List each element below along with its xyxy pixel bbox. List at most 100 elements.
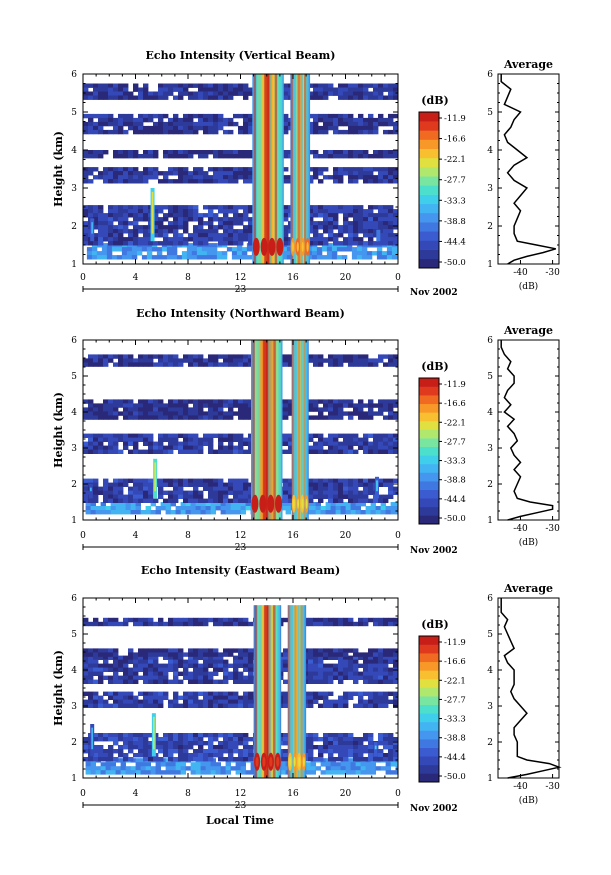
layer-cell [136, 247, 143, 252]
layer-cell [158, 482, 164, 487]
layer-cell [123, 411, 129, 416]
layer-cell [383, 217, 389, 222]
layer-cell [83, 478, 89, 483]
layer-cell [103, 652, 109, 657]
layer-cell [378, 87, 384, 92]
layer-cell [313, 91, 319, 96]
layer-cell [333, 117, 339, 123]
layer-cell [358, 749, 364, 754]
layer-cell [86, 251, 93, 256]
layer-cell [308, 354, 314, 359]
layer-cell [330, 510, 336, 515]
layer-cell [398, 652, 403, 656]
layer-cell [143, 494, 149, 499]
layer-cell [93, 498, 99, 503]
layer-cell [203, 691, 209, 696]
layer-cell [311, 251, 318, 256]
layer-cell [323, 490, 329, 495]
layer-cell [313, 125, 319, 131]
layer-cell [113, 741, 119, 746]
layer-cell [360, 502, 366, 507]
layer-cell [343, 486, 349, 491]
layer-cell [143, 229, 149, 234]
layer-cell [373, 83, 379, 88]
layer-cell [283, 150, 289, 155]
layer-cell [93, 486, 99, 491]
layer-cell [335, 770, 341, 775]
layer-cell [128, 433, 134, 438]
layer-cell [243, 225, 249, 230]
layer-cell [83, 699, 89, 704]
layer-cell [283, 415, 289, 420]
layer-cell [113, 445, 119, 450]
layer-cell [333, 217, 339, 222]
colorbar-tick-label: -11.9 [444, 380, 466, 390]
layer-cell [223, 225, 229, 230]
layer-cell [320, 510, 326, 515]
layer-cell [343, 445, 349, 450]
layer-cell [138, 171, 144, 176]
layer-cell [233, 433, 239, 438]
layer-cell [363, 154, 369, 159]
layer-cell [133, 737, 139, 742]
layer-cell [98, 411, 104, 416]
layer-cell [388, 83, 394, 88]
layer-cell [248, 490, 254, 495]
layer-cell [133, 415, 139, 420]
layer-cell [328, 621, 334, 627]
layer-cell [193, 113, 199, 119]
layer-cell [333, 741, 339, 746]
layer-cell [83, 449, 89, 454]
layer-cell [398, 479, 403, 483]
layer-cell [283, 358, 289, 363]
layer-cell [328, 233, 334, 238]
layer-cell [178, 745, 184, 750]
layer-cell [381, 251, 388, 256]
layer-cell [178, 648, 184, 653]
layer-cell [248, 354, 254, 359]
layer-cell [103, 494, 109, 499]
layer-cell [248, 695, 254, 700]
layer-cell [213, 213, 219, 218]
layer-cell [188, 217, 194, 222]
layer-cell [143, 354, 149, 359]
layer-cell [333, 445, 339, 450]
layer-cell [350, 502, 356, 507]
layer-cell [93, 237, 99, 242]
layer-cell [368, 95, 374, 100]
layer-cell [398, 446, 403, 450]
layer-cell [243, 490, 249, 495]
layer-cell [378, 403, 384, 408]
layer-cell [373, 659, 379, 664]
layer-cell [283, 113, 289, 119]
layer-cell [213, 125, 219, 131]
layer-cell [120, 506, 126, 511]
layer-cell [228, 617, 234, 623]
layer-cell [103, 91, 109, 96]
layer-cell [288, 482, 294, 487]
y-tick-label: 4 [71, 408, 77, 418]
layer-cell [313, 679, 319, 684]
layer-cell [238, 737, 244, 742]
layer-cell [343, 95, 349, 100]
layer-cell [138, 125, 144, 131]
layer-cell [153, 757, 159, 762]
layer-cell [113, 621, 119, 627]
layer-cell [183, 441, 189, 446]
layer-cell [213, 217, 219, 222]
layer-cell [148, 129, 154, 135]
layer-cell [223, 695, 229, 700]
layer-cell [323, 691, 329, 696]
layer-cell [98, 433, 104, 438]
layer-cell [200, 766, 206, 771]
layer-cell [388, 652, 394, 657]
colorbar-swatch [419, 386, 439, 396]
layer-cell [83, 745, 89, 750]
layer-cell [93, 407, 99, 412]
layer-cell [333, 494, 339, 499]
layer-cell [148, 741, 154, 746]
layer-cell [198, 237, 204, 242]
layer-cell [83, 655, 89, 660]
layer-cell [228, 95, 234, 100]
layer-cell [193, 441, 199, 446]
